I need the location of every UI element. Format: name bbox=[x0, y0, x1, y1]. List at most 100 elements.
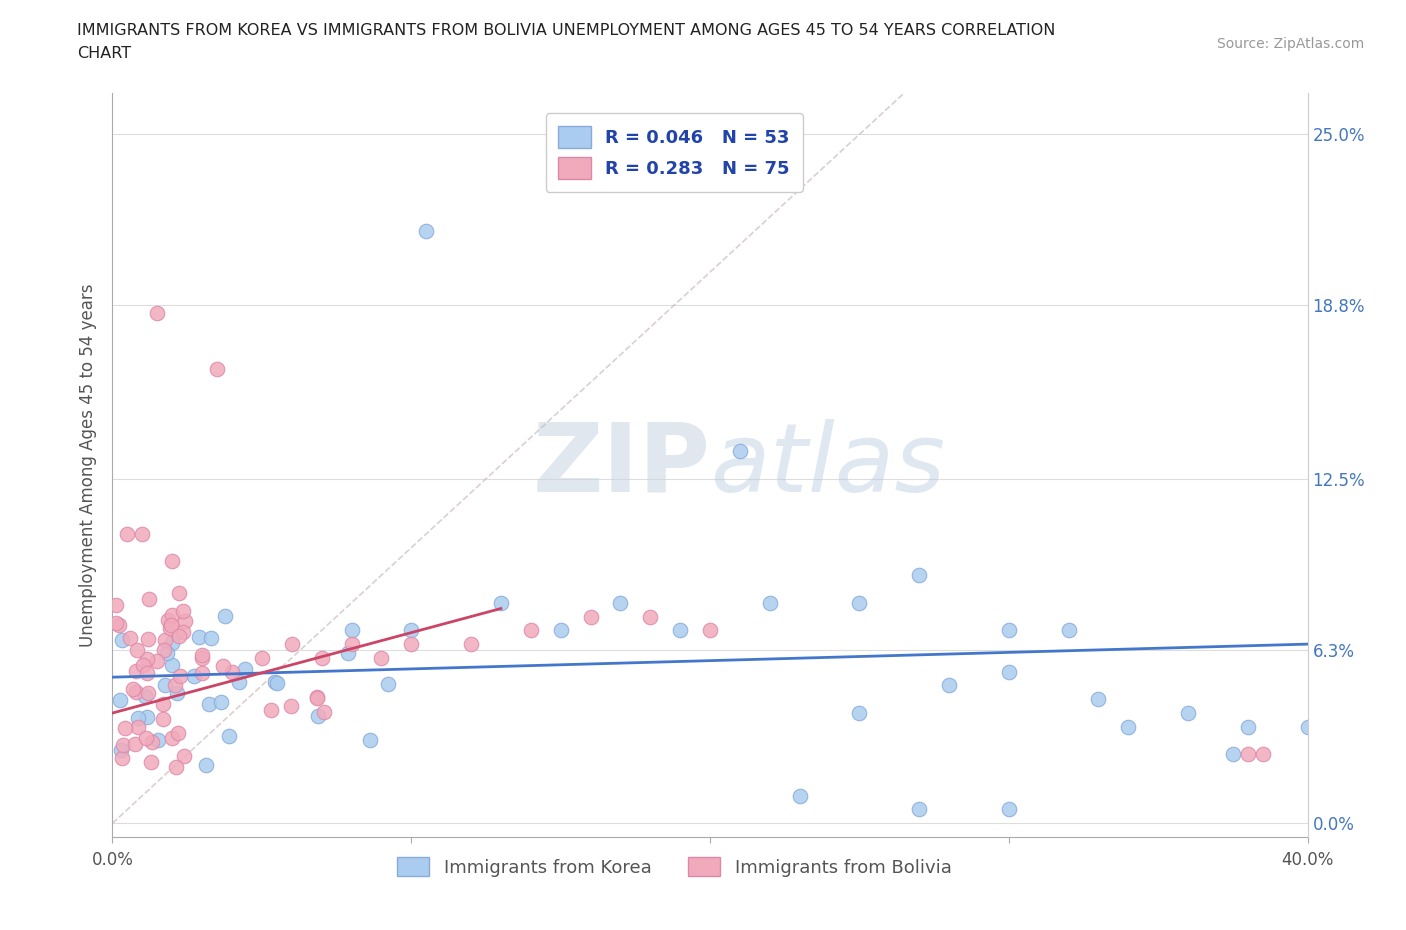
Point bbox=[1251, 747, 1274, 762]
Point bbox=[1177, 706, 1199, 721]
Point bbox=[218, 729, 240, 744]
Point bbox=[138, 592, 160, 607]
Point bbox=[908, 568, 931, 583]
Point bbox=[155, 632, 177, 647]
Point bbox=[114, 721, 136, 736]
Point bbox=[998, 623, 1021, 638]
Point bbox=[640, 609, 662, 624]
Point bbox=[209, 695, 232, 710]
Point bbox=[110, 742, 132, 757]
Point bbox=[135, 665, 157, 680]
Point bbox=[169, 669, 191, 684]
Point bbox=[998, 802, 1021, 817]
Point bbox=[305, 689, 328, 704]
Point bbox=[165, 760, 187, 775]
Point bbox=[153, 643, 176, 658]
Point bbox=[153, 678, 176, 693]
Point bbox=[211, 658, 233, 673]
Point bbox=[165, 678, 187, 693]
Point bbox=[117, 526, 139, 541]
Point bbox=[191, 666, 214, 681]
Point bbox=[162, 730, 184, 745]
Point bbox=[141, 735, 163, 750]
Point bbox=[167, 725, 190, 740]
Legend: Immigrants from Korea, Immigrants from Bolivia: Immigrants from Korea, Immigrants from B… bbox=[389, 850, 959, 883]
Point bbox=[337, 645, 360, 660]
Point bbox=[307, 691, 329, 706]
Point bbox=[111, 737, 134, 752]
Point bbox=[1222, 747, 1244, 762]
Point bbox=[214, 608, 236, 623]
Y-axis label: Unemployment Among Ages 45 to 54 years: Unemployment Among Ages 45 to 54 years bbox=[79, 284, 97, 646]
Point bbox=[105, 615, 128, 630]
Point bbox=[938, 678, 960, 693]
Point bbox=[156, 612, 179, 627]
Text: ZIP: ZIP bbox=[531, 418, 710, 512]
Point bbox=[789, 789, 811, 804]
Point bbox=[141, 754, 163, 769]
Point bbox=[132, 658, 155, 672]
Point bbox=[191, 647, 214, 662]
Point bbox=[579, 609, 602, 624]
Point bbox=[908, 802, 931, 817]
Point bbox=[263, 675, 285, 690]
Point bbox=[155, 645, 177, 660]
Point bbox=[998, 664, 1021, 679]
Point bbox=[124, 664, 146, 679]
Point bbox=[260, 703, 283, 718]
Point bbox=[166, 685, 188, 700]
Point bbox=[124, 684, 146, 699]
Point bbox=[359, 733, 381, 748]
Point bbox=[146, 306, 169, 321]
Point bbox=[233, 661, 256, 676]
Point bbox=[848, 595, 870, 610]
Point bbox=[131, 526, 153, 541]
Point bbox=[160, 607, 183, 622]
Point bbox=[377, 676, 399, 691]
Point bbox=[172, 604, 194, 618]
Text: IMMIGRANTS FROM KOREA VS IMMIGRANTS FROM BOLIVIA UNEMPLOYMENT AMONG AGES 45 TO 5: IMMIGRANTS FROM KOREA VS IMMIGRANTS FROM… bbox=[77, 23, 1056, 38]
Point bbox=[136, 631, 159, 646]
Point bbox=[136, 685, 159, 700]
Point bbox=[173, 749, 195, 764]
Point bbox=[187, 630, 209, 644]
Point bbox=[122, 682, 145, 697]
Point bbox=[167, 586, 190, 601]
Point bbox=[125, 643, 148, 658]
Point bbox=[194, 757, 217, 772]
Point bbox=[280, 698, 302, 713]
Point bbox=[191, 650, 214, 665]
Point bbox=[281, 637, 304, 652]
Point bbox=[110, 693, 132, 708]
Point bbox=[699, 623, 721, 638]
Point bbox=[108, 618, 131, 632]
Point bbox=[152, 697, 174, 711]
Point bbox=[1237, 719, 1260, 734]
Point bbox=[221, 664, 243, 679]
Point bbox=[183, 669, 205, 684]
Point bbox=[311, 650, 333, 665]
Point bbox=[111, 751, 134, 765]
Point bbox=[135, 710, 157, 724]
Point bbox=[159, 618, 181, 632]
Point bbox=[124, 737, 146, 751]
Point bbox=[162, 635, 184, 650]
Text: CHART: CHART bbox=[77, 46, 131, 61]
Point bbox=[1087, 692, 1109, 707]
Point bbox=[250, 650, 273, 665]
Point bbox=[135, 730, 157, 745]
Point bbox=[136, 652, 159, 667]
Point bbox=[401, 637, 423, 652]
Point bbox=[340, 623, 363, 638]
Point bbox=[520, 623, 543, 638]
Point bbox=[146, 733, 169, 748]
Point bbox=[127, 720, 149, 735]
Point bbox=[728, 444, 751, 458]
Point bbox=[340, 637, 363, 652]
Text: atlas: atlas bbox=[710, 418, 945, 512]
Point bbox=[152, 711, 174, 726]
Point bbox=[118, 631, 141, 645]
Point bbox=[197, 697, 219, 711]
Point bbox=[205, 361, 228, 376]
Point bbox=[162, 554, 183, 569]
